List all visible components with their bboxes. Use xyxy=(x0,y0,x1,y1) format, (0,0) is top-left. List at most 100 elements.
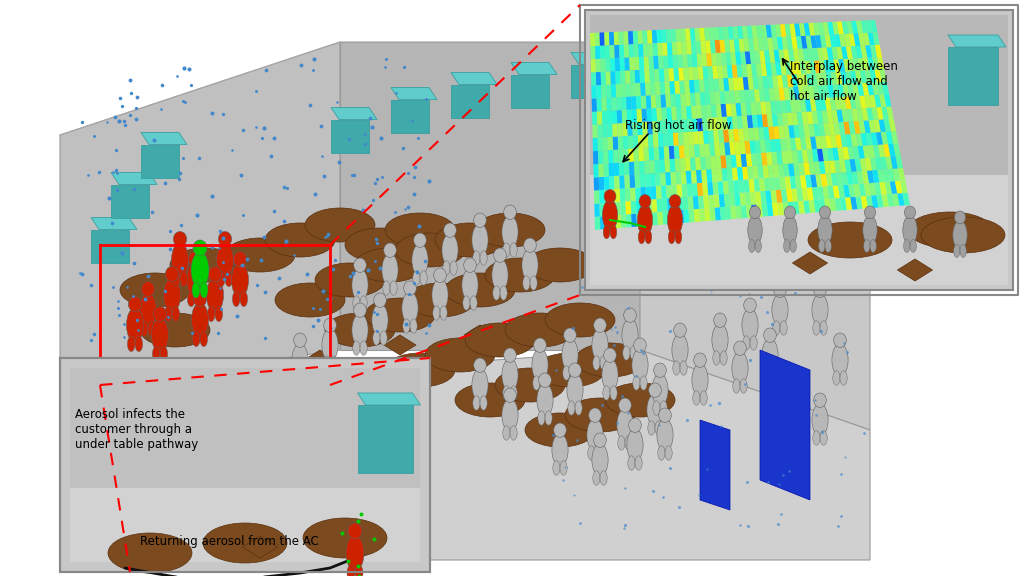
Ellipse shape xyxy=(152,318,169,352)
Ellipse shape xyxy=(732,352,749,384)
Point xyxy=(378,55,394,64)
Ellipse shape xyxy=(330,356,337,370)
Polygon shape xyxy=(797,150,804,163)
Polygon shape xyxy=(754,179,760,192)
Polygon shape xyxy=(809,200,815,213)
Polygon shape xyxy=(649,69,654,82)
Ellipse shape xyxy=(534,338,546,353)
Ellipse shape xyxy=(500,286,507,300)
Polygon shape xyxy=(674,146,680,159)
Polygon shape xyxy=(664,69,670,81)
Point xyxy=(651,420,668,429)
Polygon shape xyxy=(710,143,716,156)
Polygon shape xyxy=(848,146,855,160)
Ellipse shape xyxy=(648,421,655,435)
Ellipse shape xyxy=(445,273,515,307)
Polygon shape xyxy=(865,45,872,58)
Polygon shape xyxy=(670,159,676,172)
Polygon shape xyxy=(803,48,809,61)
Point xyxy=(117,120,133,130)
Polygon shape xyxy=(689,80,695,93)
Point xyxy=(607,323,624,332)
Polygon shape xyxy=(692,54,697,67)
Polygon shape xyxy=(760,140,766,153)
Point xyxy=(139,272,156,281)
Point xyxy=(331,158,347,167)
Polygon shape xyxy=(629,161,635,175)
Polygon shape xyxy=(807,149,814,162)
Polygon shape xyxy=(590,33,595,46)
Polygon shape xyxy=(868,120,876,132)
Polygon shape xyxy=(770,63,777,75)
Ellipse shape xyxy=(693,391,700,405)
Ellipse shape xyxy=(622,319,638,351)
Polygon shape xyxy=(871,82,879,95)
Ellipse shape xyxy=(602,359,618,391)
Polygon shape xyxy=(717,66,723,78)
Ellipse shape xyxy=(742,309,758,341)
Polygon shape xyxy=(690,28,695,41)
Polygon shape xyxy=(673,132,679,146)
Polygon shape xyxy=(731,219,769,252)
Polygon shape xyxy=(783,50,790,62)
Point xyxy=(101,193,118,202)
Polygon shape xyxy=(254,385,286,405)
Point xyxy=(157,286,173,295)
Polygon shape xyxy=(624,149,629,162)
Polygon shape xyxy=(867,170,874,183)
Point xyxy=(324,323,340,332)
Polygon shape xyxy=(357,405,413,473)
Polygon shape xyxy=(822,85,829,98)
Polygon shape xyxy=(643,135,648,148)
Polygon shape xyxy=(597,98,602,112)
Ellipse shape xyxy=(305,208,375,242)
Polygon shape xyxy=(595,33,600,46)
Polygon shape xyxy=(891,156,898,169)
Polygon shape xyxy=(824,97,831,111)
Ellipse shape xyxy=(594,318,606,332)
Polygon shape xyxy=(601,85,606,98)
Polygon shape xyxy=(902,192,910,206)
Ellipse shape xyxy=(141,282,155,297)
Polygon shape xyxy=(614,176,620,189)
Point xyxy=(374,173,390,182)
Ellipse shape xyxy=(908,212,992,248)
Point xyxy=(271,273,288,282)
Ellipse shape xyxy=(455,383,525,417)
Polygon shape xyxy=(861,108,868,120)
Ellipse shape xyxy=(570,366,578,380)
Ellipse shape xyxy=(474,213,486,228)
Point xyxy=(254,133,270,142)
Point xyxy=(86,329,102,339)
Polygon shape xyxy=(622,97,627,110)
Point xyxy=(304,65,321,74)
Polygon shape xyxy=(879,119,886,132)
Polygon shape xyxy=(871,107,879,120)
Polygon shape xyxy=(707,53,713,66)
Point xyxy=(204,108,220,118)
Polygon shape xyxy=(597,111,602,124)
Point xyxy=(545,430,561,439)
Polygon shape xyxy=(745,204,753,218)
Polygon shape xyxy=(810,175,817,187)
Polygon shape xyxy=(853,58,860,71)
Polygon shape xyxy=(803,86,810,99)
Polygon shape xyxy=(681,41,687,55)
Polygon shape xyxy=(760,101,767,115)
Polygon shape xyxy=(877,107,884,120)
Polygon shape xyxy=(730,154,737,168)
Polygon shape xyxy=(859,96,866,108)
Polygon shape xyxy=(634,44,639,57)
Point xyxy=(116,332,132,342)
Polygon shape xyxy=(683,132,689,145)
Ellipse shape xyxy=(750,336,757,350)
Polygon shape xyxy=(620,44,625,58)
Polygon shape xyxy=(590,15,1008,175)
Point xyxy=(122,75,138,84)
Ellipse shape xyxy=(120,273,190,307)
Polygon shape xyxy=(710,40,716,53)
Point xyxy=(204,191,220,200)
Polygon shape xyxy=(304,350,336,370)
Polygon shape xyxy=(770,101,777,114)
Polygon shape xyxy=(733,128,739,142)
